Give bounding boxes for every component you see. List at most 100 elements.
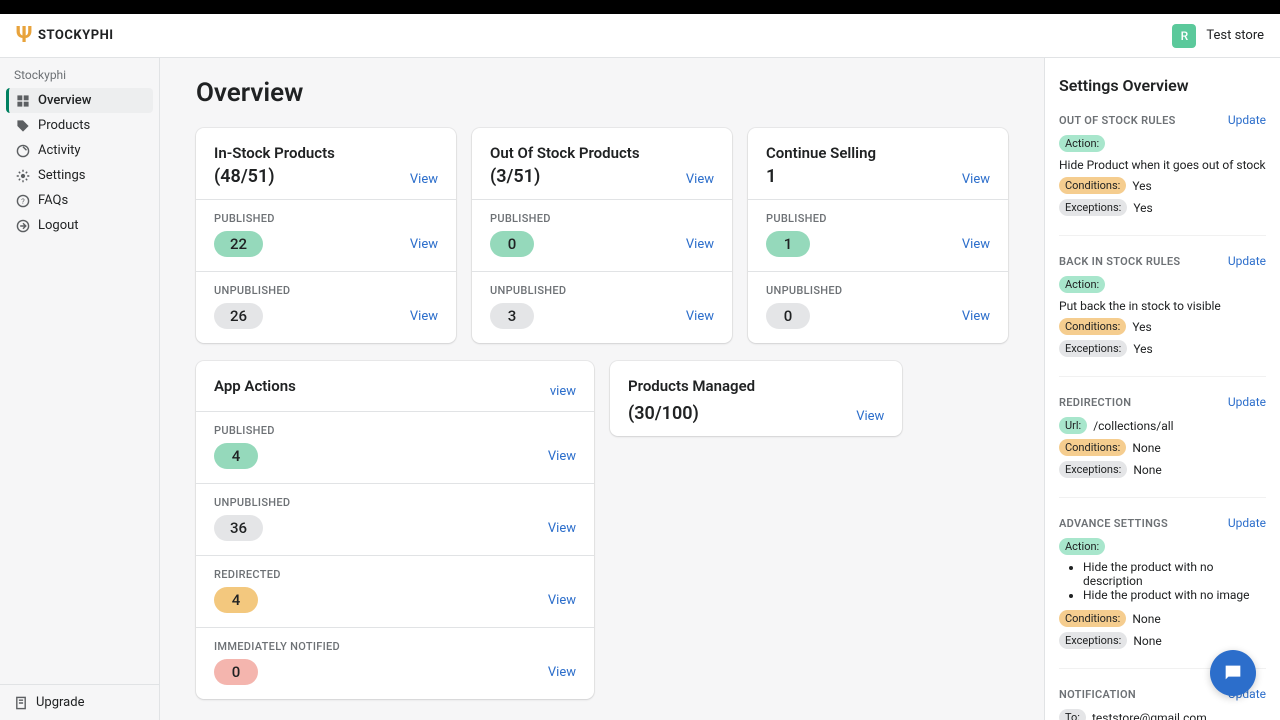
update-link[interactable]: Update	[1228, 113, 1266, 127]
help-icon: ?	[16, 194, 30, 208]
card-count: (3/51)	[490, 166, 640, 187]
section-label: UNPUBLISHED	[490, 284, 714, 297]
sidebar-item-logout[interactable]: Logout	[6, 213, 153, 238]
sidebar-title: Stockyphi	[0, 58, 159, 88]
view-link[interactable]: View	[962, 309, 990, 324]
section-label: BACK IN STOCK RULES	[1059, 255, 1180, 268]
update-link[interactable]: Update	[1228, 516, 1266, 530]
count-pill: 4	[214, 443, 258, 469]
store-name: Test store	[1206, 28, 1264, 43]
update-link[interactable]: Update	[1228, 395, 1266, 409]
row-value: teststore@gmail.com	[1092, 711, 1207, 720]
update-link[interactable]: Update	[1228, 254, 1266, 268]
stat-cards-row: In-Stock Products (48/51) View PUBLISHED 22 V…	[196, 128, 1008, 343]
brand-name: STOCKYPHI	[38, 28, 114, 43]
row-value: None	[1132, 441, 1160, 455]
view-link[interactable]: View	[548, 521, 576, 536]
row-value: None	[1133, 634, 1161, 648]
view-link[interactable]: View	[962, 237, 990, 252]
sidebar-item-label: Settings	[38, 168, 85, 183]
row-tag: Exceptions:	[1059, 340, 1127, 357]
products-managed-card: Products Managed (30/100) View	[610, 361, 902, 436]
row-tag: To:	[1059, 709, 1086, 720]
list-item: Hide the product with no description	[1083, 560, 1266, 588]
count-pill: 0	[214, 659, 258, 685]
sidebar-item-products[interactable]: Products	[6, 113, 153, 138]
row-tag: Conditions:	[1059, 610, 1126, 627]
logo[interactable]: Ψ STOCKYPHI	[16, 23, 114, 48]
upgrade-label: Upgrade	[36, 695, 84, 710]
store-switcher[interactable]: R Test store	[1172, 24, 1264, 48]
card-title: In-Stock Products	[214, 144, 335, 162]
view-link[interactable]: View	[548, 665, 576, 680]
sidebar-item-settings[interactable]: Settings	[6, 163, 153, 188]
card-title: Products Managed	[628, 377, 755, 395]
sidebar: Stockyphi Overview Products Activity Set…	[0, 58, 160, 720]
row-value: Put back the in stock to visible	[1059, 299, 1221, 313]
chat-icon	[1222, 662, 1244, 684]
chat-button[interactable]	[1210, 650, 1256, 696]
view-link[interactable]: View	[686, 309, 714, 324]
row-tag: Conditions:	[1059, 318, 1126, 335]
page-title: Overview	[196, 78, 1008, 108]
card-count: (30/100)	[628, 403, 699, 424]
card-title: App Actions	[214, 377, 296, 395]
sidebar-nav: Overview Products Activity Settings ? FA…	[0, 88, 159, 238]
logo-mark-icon: Ψ	[16, 23, 32, 48]
settings-section: OUT OF STOCK RULESUpdateAction:Hide Prod…	[1059, 113, 1266, 236]
secondary-cards-row: App ActionsviewPUBLISHED4ViewUNPUBLISHED…	[196, 361, 1008, 699]
upgrade-icon	[14, 696, 28, 710]
view-link[interactable]: View	[548, 449, 576, 464]
sidebar-item-faqs[interactable]: ? FAQs	[6, 188, 153, 213]
sidebar-item-activity[interactable]: Activity	[6, 138, 153, 163]
section-label: PUBLISHED	[766, 212, 990, 225]
view-link[interactable]: View	[856, 409, 884, 424]
products-icon	[16, 119, 30, 133]
section-label: OUT OF STOCK RULES	[1059, 114, 1176, 127]
upgrade-button[interactable]: Upgrade	[0, 685, 159, 720]
count-pill: 26	[214, 303, 263, 329]
row-tag: Action:	[1059, 276, 1105, 293]
row-tag: Exceptions:	[1059, 632, 1127, 649]
settings-panel-title: Settings Overview	[1059, 76, 1266, 95]
sidebar-item-overview[interactable]: Overview	[6, 88, 153, 113]
section-label: UNPUBLISHED	[214, 284, 438, 297]
row-tag: Exceptions:	[1059, 461, 1127, 478]
row-tag: Conditions:	[1059, 177, 1126, 194]
row-value: Yes	[1132, 179, 1151, 193]
card-title: Out Of Stock Products	[490, 144, 640, 162]
gear-icon	[16, 169, 30, 183]
count-pill: 36	[214, 515, 263, 541]
section-label: NOTIFICATION	[1059, 688, 1136, 701]
view-link[interactable]: View	[410, 237, 438, 252]
sidebar-item-label: Overview	[38, 93, 91, 108]
row-value: None	[1133, 463, 1161, 477]
row-tag: Url:	[1059, 417, 1087, 434]
section-label: UNPUBLISHED	[766, 284, 990, 297]
view-link[interactable]: View	[410, 172, 438, 187]
section-label: REDIRECTED	[214, 568, 576, 581]
overview-icon	[16, 94, 30, 108]
section-label: ADVANCE SETTINGS	[1059, 517, 1168, 530]
view-link[interactable]: view	[550, 384, 576, 399]
view-link[interactable]: View	[686, 172, 714, 187]
action-list: Hide the product with no descriptionHide…	[1059, 560, 1266, 602]
activity-icon	[16, 144, 30, 158]
view-link[interactable]: View	[686, 237, 714, 252]
row-tag: Conditions:	[1059, 439, 1126, 456]
count-pill: 3	[490, 303, 534, 329]
row-value: Yes	[1132, 320, 1151, 334]
count-pill: 4	[214, 587, 258, 613]
app-actions-card: App ActionsviewPUBLISHED4ViewUNPUBLISHED…	[196, 361, 594, 699]
card-count: (48/51)	[214, 166, 335, 187]
view-link[interactable]: View	[548, 593, 576, 608]
top-black-bar	[0, 0, 1280, 14]
settings-section: BACK IN STOCK RULES Update Action: Put back…	[1059, 254, 1266, 377]
count-pill: 22	[214, 231, 263, 257]
settings-section: REDIRECTIONUpdateUrl:/collections/allCon…	[1059, 395, 1266, 498]
sidebar-item-label: Logout	[38, 218, 79, 233]
view-link[interactable]: View	[962, 172, 990, 187]
section-label: PUBLISHED	[214, 212, 438, 225]
view-link[interactable]: View	[410, 309, 438, 324]
action-tag: Action:	[1059, 538, 1105, 555]
